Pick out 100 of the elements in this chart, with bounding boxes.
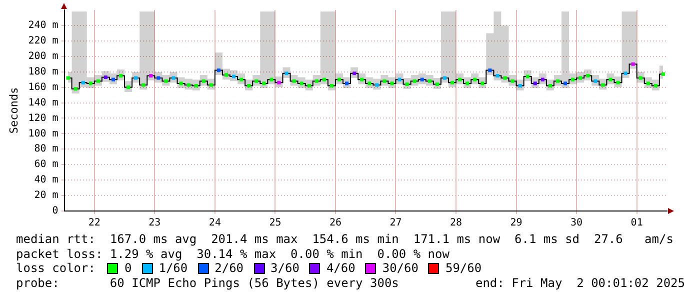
point — [202, 79, 206, 83]
x-tick-label: 22 — [88, 218, 100, 229]
point — [330, 84, 334, 88]
legend-label: 4/60 — [326, 261, 356, 276]
point — [164, 79, 168, 83]
point — [224, 73, 228, 77]
point — [533, 82, 537, 86]
x-tick-label: 30 — [570, 218, 583, 229]
point — [186, 83, 190, 87]
point — [624, 72, 628, 76]
point — [405, 82, 409, 86]
point — [578, 76, 582, 80]
legend-title: loss color: — [16, 261, 96, 276]
text: end: Fri May 2 00:01:02 2025 — [475, 276, 685, 290]
point — [360, 78, 364, 82]
legend-label: 0 — [124, 261, 132, 276]
point — [74, 87, 78, 91]
y-tick-label: 120 m — [28, 112, 58, 124]
point — [345, 82, 349, 86]
y-tick-label: 160 m — [28, 82, 58, 93]
point — [96, 79, 100, 83]
point — [466, 82, 470, 86]
point — [262, 82, 266, 86]
point — [142, 83, 146, 87]
point — [240, 78, 244, 82]
point — [300, 82, 304, 86]
legend-label: 3/60 — [270, 261, 300, 276]
y-tick-label: 200 m — [28, 50, 58, 62]
point — [556, 79, 560, 83]
x-tick-label: 28 — [450, 218, 462, 229]
point — [540, 78, 544, 82]
legend-label: 2/60 — [214, 261, 244, 276]
point — [111, 78, 115, 82]
point — [172, 76, 176, 80]
y-tick-label: 140 m — [28, 97, 58, 108]
point — [548, 84, 552, 88]
point — [156, 76, 160, 80]
point — [661, 72, 665, 76]
point — [134, 76, 138, 80]
y-tick-label: 60 m — [34, 159, 58, 170]
point — [352, 72, 356, 76]
y-tick-label: 40 m — [34, 174, 58, 186]
point — [126, 86, 130, 90]
y-axis-title: Seconds — [7, 87, 20, 134]
x-tick-label: 01 — [630, 218, 643, 229]
point — [594, 79, 598, 83]
y-tick-label: 0 — [52, 206, 58, 217]
point — [496, 74, 500, 78]
point — [631, 62, 635, 66]
point — [314, 79, 318, 83]
point — [104, 75, 108, 80]
point — [247, 84, 251, 88]
text: packet loss: 1.29 % avg 30.14 % max 0.00 % min 0.00 % now — [16, 246, 450, 261]
point — [654, 84, 658, 88]
point — [398, 78, 402, 82]
point — [638, 76, 642, 80]
text: probe: 60 ICMP Echo Pings (56 Bytes) every 300s — [16, 276, 399, 290]
y-tick-label: 20 m — [34, 190, 58, 202]
point — [390, 82, 394, 86]
y-tick-label: 100 m — [28, 128, 58, 140]
point — [284, 72, 288, 76]
point — [473, 78, 477, 82]
x-tick-label: 27 — [390, 218, 402, 229]
point — [149, 74, 153, 78]
point — [458, 78, 462, 82]
point — [88, 82, 92, 86]
point — [194, 84, 198, 88]
point — [526, 74, 530, 78]
point — [118, 74, 123, 78]
point — [450, 80, 454, 84]
y-tick-label: 80 m — [34, 144, 58, 155]
point — [179, 82, 183, 86]
point — [66, 76, 70, 80]
x-tick-label: 26 — [329, 218, 342, 229]
point — [368, 82, 372, 86]
point — [586, 74, 590, 78]
point — [270, 78, 274, 82]
point — [563, 82, 568, 86]
point — [428, 79, 432, 83]
y-tick-label: 220 m — [28, 36, 58, 47]
point — [277, 80, 281, 84]
point — [503, 76, 507, 80]
legend-label: 30/60 — [382, 261, 418, 276]
point — [307, 84, 311, 88]
point — [292, 79, 296, 83]
point — [209, 83, 213, 87]
point — [608, 78, 612, 82]
point — [435, 82, 439, 86]
y-tick-label: 180 m — [28, 66, 58, 78]
legend-label: 1/60 — [158, 261, 188, 276]
point — [442, 76, 446, 80]
point — [571, 78, 575, 82]
x-tick-label: 25 — [269, 218, 282, 229]
point — [488, 68, 492, 72]
point — [254, 79, 258, 83]
point — [322, 78, 326, 82]
point — [646, 82, 650, 86]
x-tick-label: 29 — [510, 218, 522, 229]
x-tick-label: 24 — [208, 218, 221, 229]
point — [518, 84, 522, 88]
